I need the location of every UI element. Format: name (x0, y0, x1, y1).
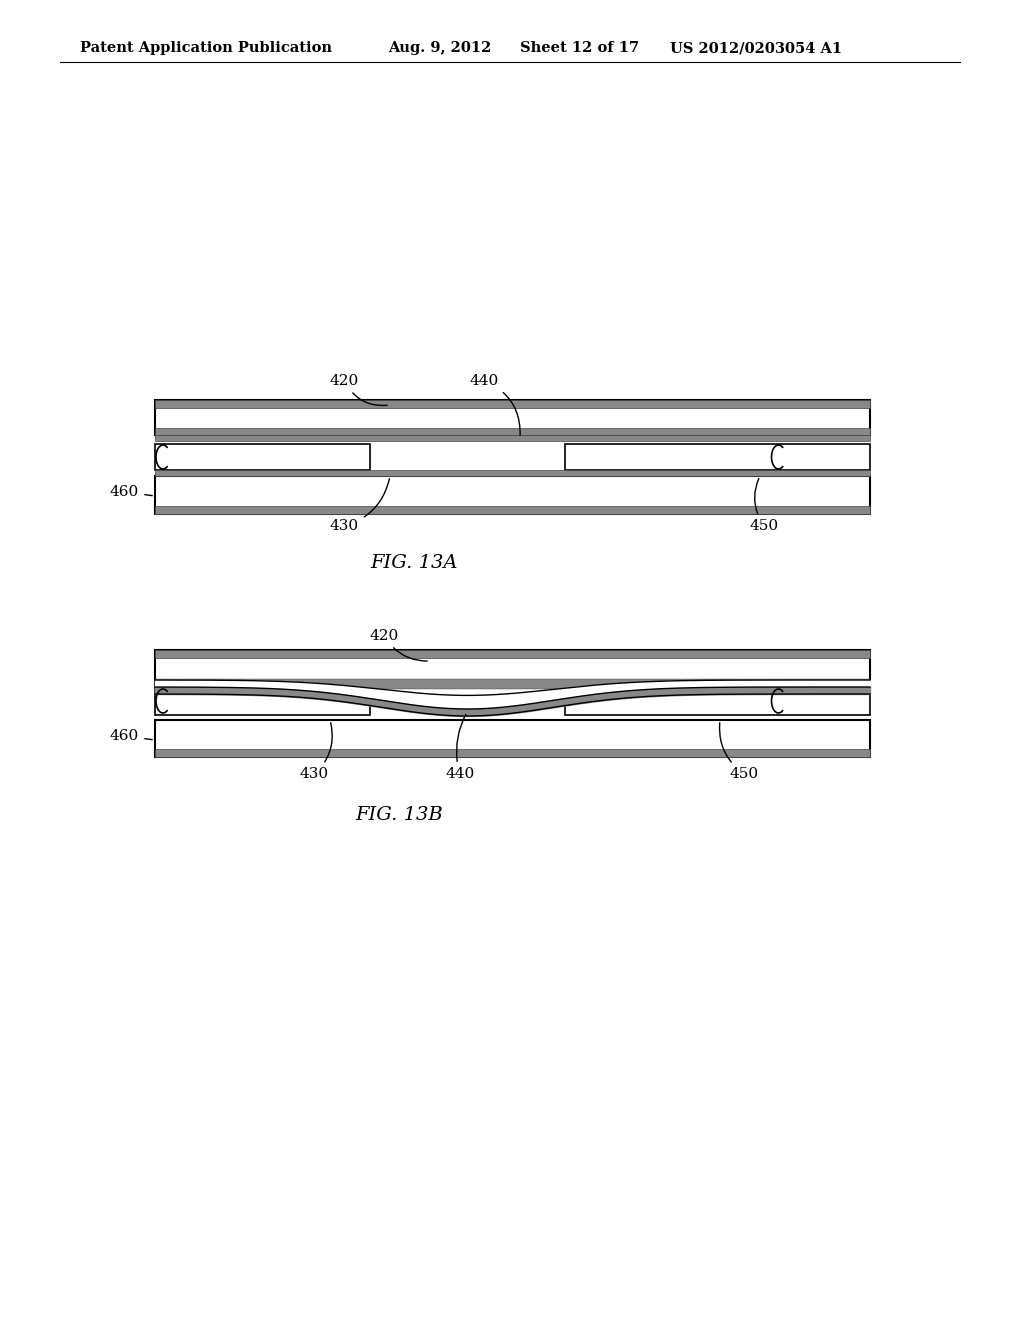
Text: US 2012/0203054 A1: US 2012/0203054 A1 (670, 41, 842, 55)
Bar (155, 649, 870, 657)
Bar (155, 649, 870, 686)
Bar (155, 470, 870, 477)
Text: Patent Application Publication: Patent Application Publication (80, 41, 332, 55)
Bar (565, 686, 870, 715)
Bar (155, 436, 870, 441)
Text: 440: 440 (445, 714, 474, 781)
Text: 460: 460 (110, 729, 153, 743)
Bar (155, 400, 870, 408)
Bar (155, 686, 370, 715)
Text: 460: 460 (110, 484, 153, 499)
Text: FIG. 13A: FIG. 13A (370, 554, 458, 572)
Bar (155, 400, 870, 436)
Text: 450: 450 (720, 723, 759, 781)
Bar (155, 506, 870, 513)
Text: 430: 430 (300, 722, 332, 781)
Text: Sheet 12 of 17: Sheet 12 of 17 (520, 41, 639, 55)
Text: 430: 430 (330, 479, 389, 533)
Bar (155, 428, 870, 436)
Text: 420: 420 (330, 374, 387, 405)
Text: Aug. 9, 2012: Aug. 9, 2012 (388, 41, 492, 55)
Text: 450: 450 (750, 479, 779, 533)
Bar (565, 444, 870, 470)
Text: 440: 440 (470, 374, 520, 436)
Text: 420: 420 (370, 630, 427, 661)
Bar (155, 680, 870, 686)
Bar (155, 444, 370, 470)
Bar (155, 678, 870, 689)
Bar (155, 748, 870, 756)
Bar (155, 719, 870, 756)
Bar (155, 477, 870, 513)
Text: FIG. 13B: FIG. 13B (355, 807, 442, 824)
